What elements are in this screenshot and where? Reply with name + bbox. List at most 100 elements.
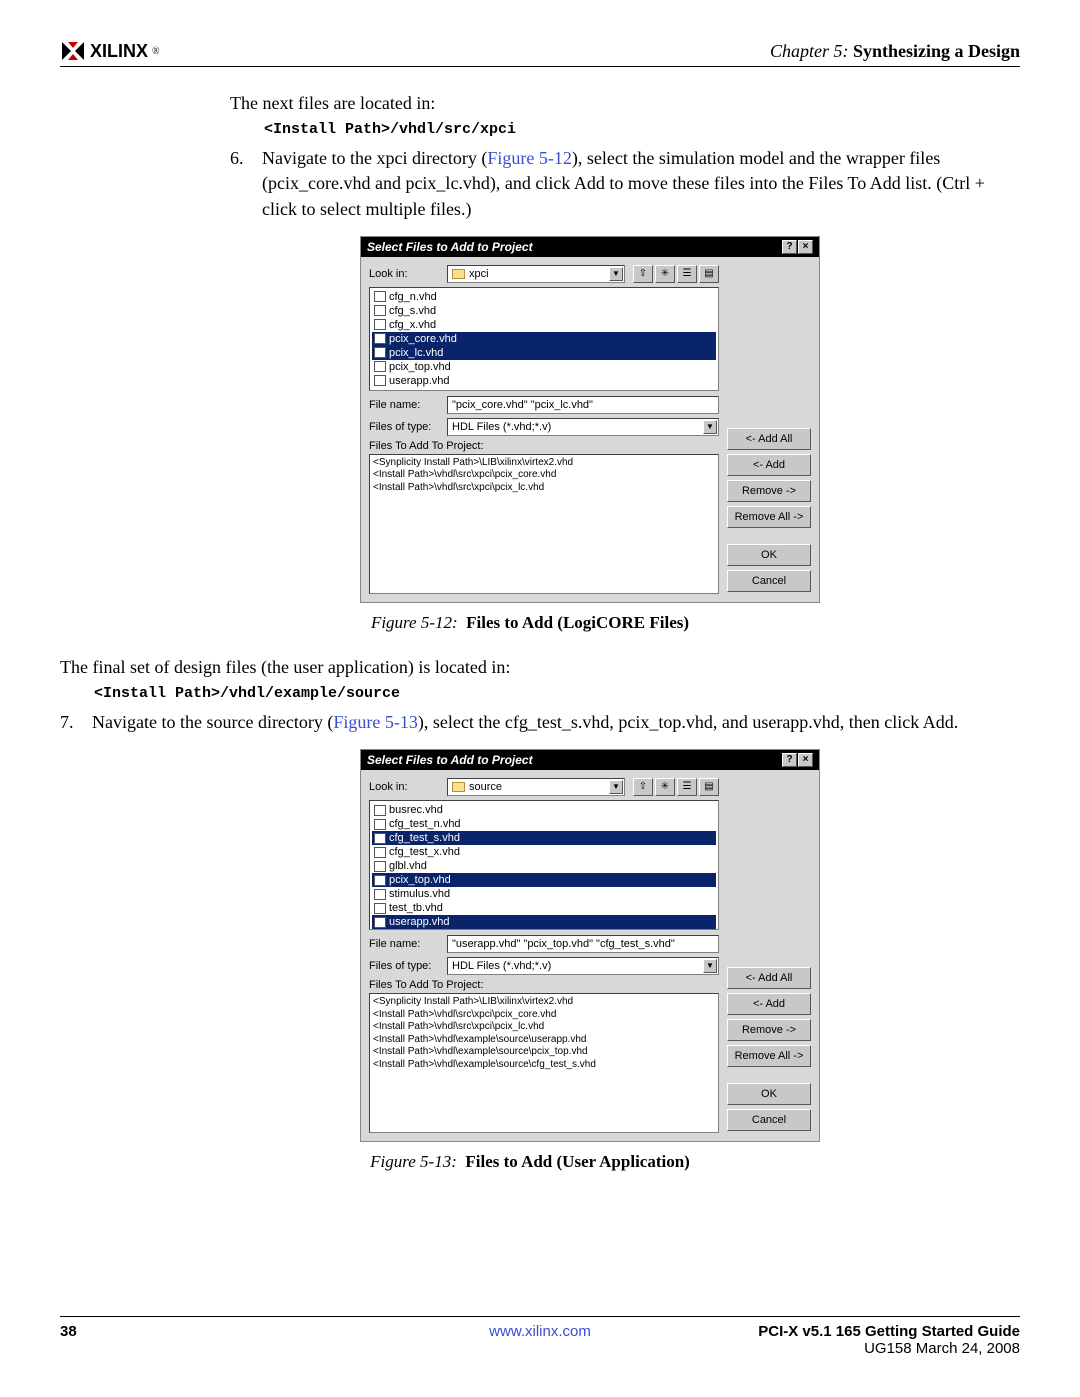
- files-to-add-label: Files To Add To Project:: [369, 979, 719, 991]
- filetype-combo[interactable]: HDL Files (*.vhd;*.v)▼: [447, 418, 719, 436]
- file-item[interactable]: cfg_test_x.vhd: [372, 845, 716, 859]
- new-folder-button[interactable]: ✳: [655, 778, 675, 796]
- dialog-title-text: Select Files to Add to Project: [367, 753, 533, 767]
- figure-5-12-caption: Figure 5-12: Files to Add (LogiCORE File…: [230, 613, 830, 633]
- cancel-button[interactable]: Cancel: [727, 1109, 811, 1131]
- filename-input[interactable]: "userapp.vhd" "pcix_top.vhd" "cfg_test_s…: [447, 935, 719, 953]
- remove-button[interactable]: Remove ->: [727, 480, 811, 502]
- figure-5-12-link[interactable]: Figure 5-12: [487, 148, 572, 168]
- folder-icon: [452, 782, 465, 792]
- chevron-down-icon[interactable]: ▼: [609, 267, 623, 281]
- file-name: cfg_test_s.vhd: [389, 831, 460, 845]
- file-name: cfg_x.vhd: [389, 318, 436, 332]
- file-list[interactable]: cfg_n.vhdcfg_s.vhdcfg_x.vhdpcix_core.vhd…: [369, 287, 719, 391]
- step-7-body: Navigate to the source directory (Figure…: [92, 710, 990, 735]
- help-button[interactable]: ?: [782, 240, 797, 254]
- file-name: stimulus.vhd: [389, 887, 450, 901]
- add-button[interactable]: <- Add: [727, 454, 811, 476]
- chevron-down-icon[interactable]: ▼: [609, 780, 623, 794]
- file-icon: [374, 347, 386, 358]
- files-to-add-list[interactable]: <Synplicity Install Path>\LIB\xilinx\vir…: [369, 993, 719, 1133]
- add-list-item[interactable]: <Install Path>\vhdl\example\source\usera…: [373, 1034, 715, 1047]
- list-view-button[interactable]: ☰: [677, 778, 697, 796]
- up-folder-button[interactable]: ⇧: [633, 265, 653, 283]
- filetype-combo[interactable]: HDL Files (*.vhd;*.v)▼: [447, 957, 719, 975]
- add-all-button[interactable]: <- Add All: [727, 967, 811, 989]
- add-list-item[interactable]: <Synplicity Install Path>\LIB\xilinx\vir…: [373, 457, 715, 470]
- doc-title: PCI-X v5.1 165 Getting Started Guide: [758, 1323, 1020, 1340]
- help-button[interactable]: ?: [782, 753, 797, 767]
- intro-text-1: The next files are located in:: [230, 91, 990, 115]
- file-icon: [374, 805, 386, 816]
- detail-view-button[interactable]: ▤: [699, 778, 719, 796]
- figure-5-13-link[interactable]: Figure 5-13: [333, 712, 418, 732]
- file-name: cfg_test_n.vhd: [389, 817, 461, 831]
- add-list-item[interactable]: <Install Path>\vhdl\src\xpci\pcix_core.v…: [373, 1009, 715, 1022]
- file-item[interactable]: stimulus.vhd: [372, 887, 716, 901]
- remove-all-button[interactable]: Remove All ->: [727, 506, 811, 528]
- file-item[interactable]: cfg_n.vhd: [372, 290, 716, 304]
- chevron-down-icon[interactable]: ▼: [703, 959, 717, 973]
- file-name: test_tb.vhd: [389, 901, 443, 915]
- add-list-item[interactable]: <Install Path>\vhdl\src\xpci\pcix_lc.vhd: [373, 482, 715, 495]
- file-item[interactable]: pcix_top.vhd: [372, 360, 716, 374]
- file-list[interactable]: busrec.vhdcfg_test_n.vhdcfg_test_s.vhdcf…: [369, 800, 719, 930]
- up-folder-button[interactable]: ⇧: [633, 778, 653, 796]
- files-to-add-list[interactable]: <Synplicity Install Path>\LIB\xilinx\vir…: [369, 454, 719, 594]
- file-name: cfg_s.vhd: [389, 304, 436, 318]
- add-list-item[interactable]: <Install Path>\vhdl\src\xpci\pcix_core.v…: [373, 469, 715, 482]
- detail-view-button[interactable]: ▤: [699, 265, 719, 283]
- step-7-number: 7.: [60, 710, 82, 735]
- lookin-label: Look in:: [369, 781, 439, 793]
- remove-all-button[interactable]: Remove All ->: [727, 1045, 811, 1067]
- dialog-titlebar: Select Files to Add to Project ? ×: [361, 750, 819, 770]
- file-item[interactable]: userapp.vhd: [372, 374, 716, 388]
- add-button[interactable]: <- Add: [727, 993, 811, 1015]
- files-to-add-label: Files To Add To Project:: [369, 440, 719, 452]
- footer-link[interactable]: www.xilinx.com: [489, 1323, 591, 1340]
- page-header: XILINX ® Chapter 5: Synthesizing a Desig…: [60, 40, 1020, 67]
- registered-mark: ®: [152, 46, 160, 57]
- remove-button[interactable]: Remove ->: [727, 1019, 811, 1041]
- file-icon: [374, 847, 386, 858]
- xilinx-logo: XILINX ®: [60, 40, 160, 62]
- file-item[interactable]: pcix_lc.vhd: [372, 346, 716, 360]
- file-item[interactable]: cfg_s.vhd: [372, 304, 716, 318]
- footer-right: PCI-X v5.1 165 Getting Started Guide UG1…: [758, 1323, 1020, 1357]
- file-name: pcix_core.vhd: [389, 332, 457, 346]
- filename-label: File name:: [369, 938, 439, 950]
- file-item[interactable]: cfg_test_s.vhd: [372, 831, 716, 845]
- file-icon: [374, 361, 386, 372]
- file-item[interactable]: pcix_top.vhd: [372, 873, 716, 887]
- page-number: 38: [60, 1323, 77, 1357]
- new-folder-button[interactable]: ✳: [655, 265, 675, 283]
- ok-button[interactable]: OK: [727, 1083, 811, 1105]
- ok-button[interactable]: OK: [727, 544, 811, 566]
- close-button[interactable]: ×: [798, 753, 813, 767]
- close-button[interactable]: ×: [798, 240, 813, 254]
- list-view-button[interactable]: ☰: [677, 265, 697, 283]
- lookin-combo[interactable]: xpci ▼: [447, 265, 625, 283]
- file-item[interactable]: busrec.vhd: [372, 803, 716, 817]
- add-list-item[interactable]: <Install Path>\vhdl\src\xpci\pcix_lc.vhd: [373, 1021, 715, 1034]
- cancel-button[interactable]: Cancel: [727, 570, 811, 592]
- xilinx-logo-icon: [60, 40, 86, 62]
- file-item[interactable]: userapp.vhd: [372, 915, 716, 929]
- add-list-item[interactable]: <Install Path>\vhdl\example\source\cfg_t…: [373, 1059, 715, 1072]
- file-name: busrec.vhd: [389, 803, 443, 817]
- file-name: pcix_top.vhd: [389, 360, 451, 374]
- add-all-button[interactable]: <- Add All: [727, 428, 811, 450]
- file-item[interactable]: test_tb.vhd: [372, 901, 716, 915]
- lookin-combo[interactable]: source ▼: [447, 778, 625, 796]
- chevron-down-icon[interactable]: ▼: [703, 420, 717, 434]
- add-list-item[interactable]: <Synplicity Install Path>\LIB\xilinx\vir…: [373, 996, 715, 1009]
- add-list-item[interactable]: <Install Path>\vhdl\example\source\pcix_…: [373, 1046, 715, 1059]
- file-item[interactable]: pcix_core.vhd: [372, 332, 716, 346]
- step-6-body: Navigate to the xpci directory (Figure 5…: [262, 146, 990, 222]
- file-item[interactable]: glbl.vhd: [372, 859, 716, 873]
- file-item[interactable]: cfg_test_n.vhd: [372, 817, 716, 831]
- filename-input[interactable]: "pcix_core.vhd" "pcix_lc.vhd": [447, 396, 719, 414]
- file-item[interactable]: cfg_x.vhd: [372, 318, 716, 332]
- file-name: pcix_top.vhd: [389, 873, 451, 887]
- file-name: userapp.vhd: [389, 915, 450, 929]
